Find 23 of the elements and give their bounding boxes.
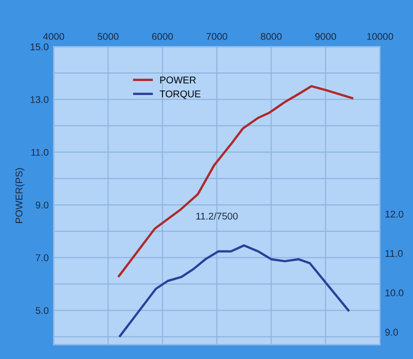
y-tick-label: 13.0 [30,96,48,104]
line-series [118,85,354,278]
y-tick-label: 11.0 [31,148,48,156]
line-series [118,244,350,338]
y-tick-label: 15.0 [30,43,48,50]
annotation: 11.2/7500 [196,212,238,220]
legend-label: TORQUE [160,90,200,100]
x-tick-label: 8000 [260,33,282,40]
y-tick-label: 9.0 [36,202,48,209]
x-tick-label: 10000 [367,33,394,40]
y2-tick-label: 9.0 [385,328,398,336]
y2-tick-label: 12.0 [386,210,404,218]
x-tick-label: 5000 [98,33,119,40]
legend-label: POWER [160,76,196,84]
y-tick-label: 7.0 [36,254,48,262]
y-tick-label: 5.0 [36,307,48,314]
y-axis-title: POWER(PS) [15,168,24,223]
x-tick-label: 7000 [206,33,228,40]
y2-tick-label: 10.0 [386,289,404,296]
x-tick-label: 9000 [315,33,336,40]
y2-tick-label: 11.0 [386,250,403,257]
x-tick-label: 6000 [152,33,173,40]
x-tick-label: 4000 [43,33,64,40]
